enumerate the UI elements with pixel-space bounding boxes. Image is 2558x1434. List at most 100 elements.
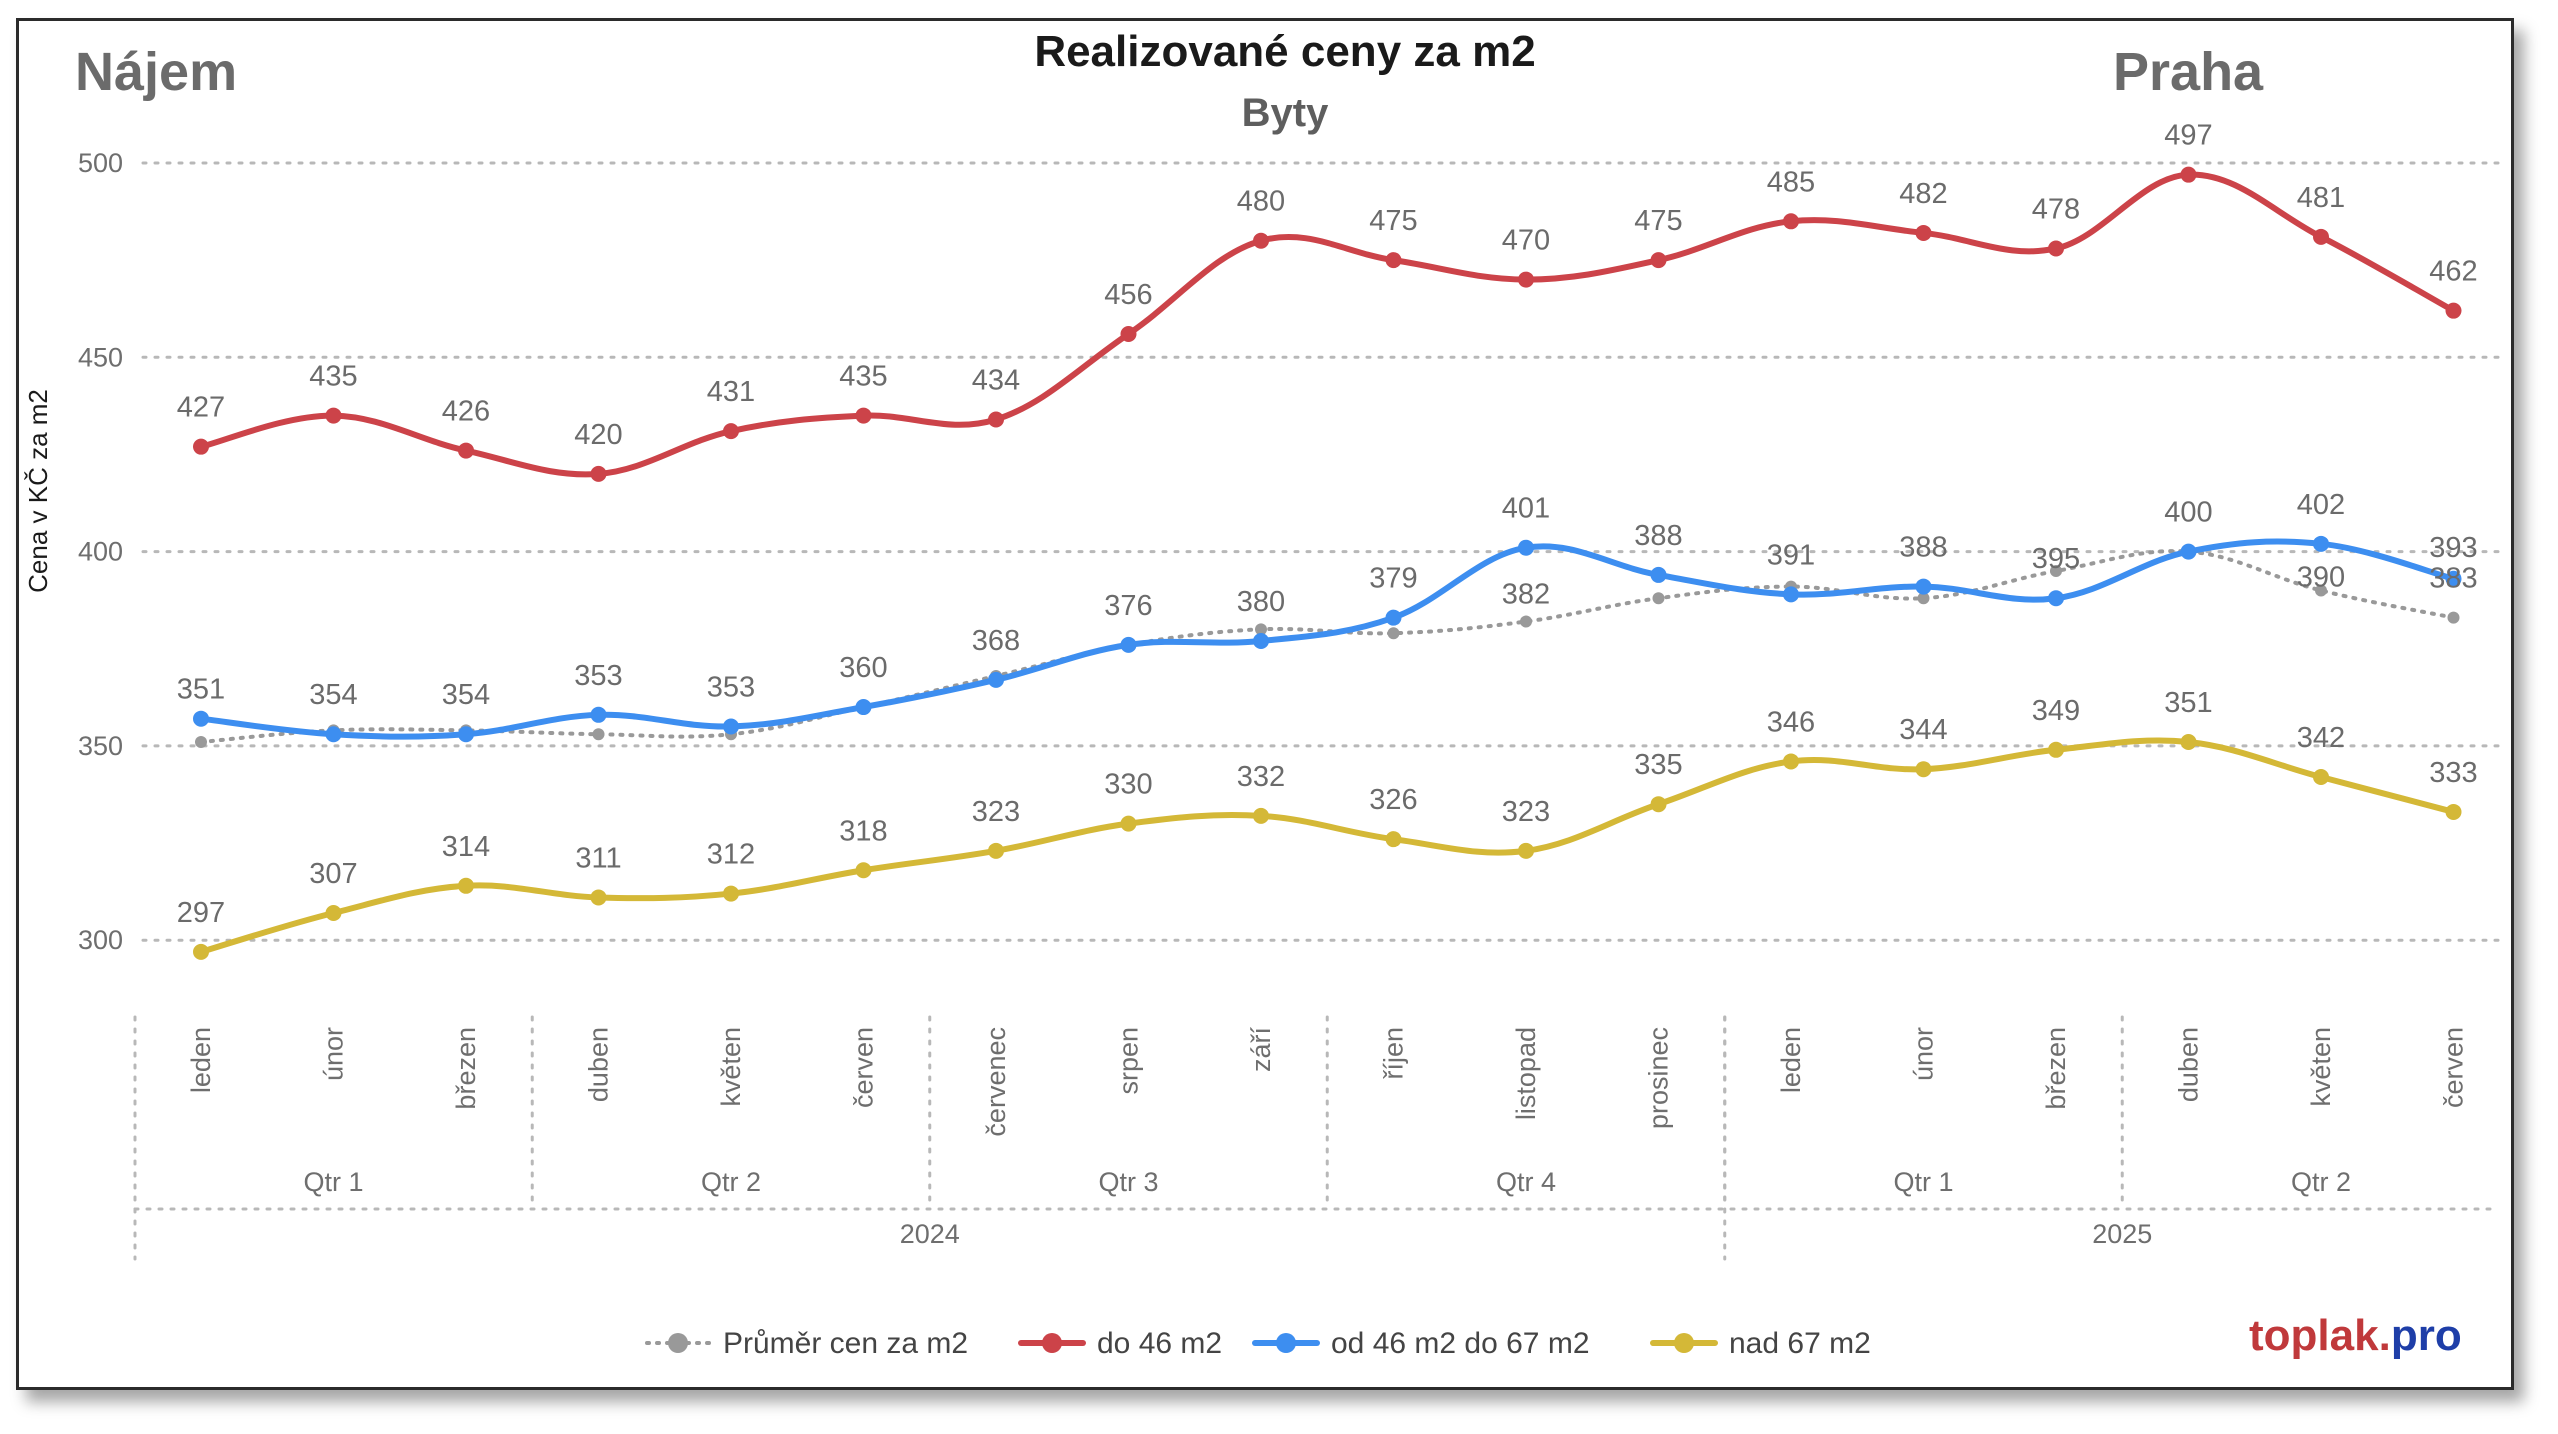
data-point[interactable] (1253, 232, 1269, 249)
data-point[interactable] (2445, 302, 2462, 319)
data-point[interactable] (2180, 734, 2197, 751)
data-point[interactable] (1650, 566, 1667, 583)
x-tick-label: leden (1776, 1027, 1806, 1093)
data-label: 456 (1104, 279, 1152, 311)
year-label: 2025 (2092, 1219, 2152, 1249)
data-point[interactable] (1120, 325, 1137, 342)
data-label: 351 (177, 674, 225, 706)
data-label: 297 (177, 897, 225, 929)
data-point[interactable] (458, 877, 474, 894)
data-point[interactable] (2180, 543, 2197, 560)
data-point[interactable] (193, 710, 209, 727)
grid-lines (141, 161, 2501, 942)
data-label: 388 (1899, 532, 1947, 564)
data-point[interactable] (1783, 753, 1799, 770)
y-tick-label: 400 (78, 537, 123, 567)
data-label: 380 (1237, 586, 1285, 618)
data-label: 353 (574, 660, 622, 692)
data-point[interactable] (592, 728, 605, 741)
brand-logo[interactable]: toplak.pro (2249, 1311, 2462, 1361)
data-label: 401 (1502, 493, 1550, 525)
data-point[interactable] (1783, 213, 1799, 230)
data-point[interactable] (1783, 586, 1799, 603)
data-point[interactable] (193, 943, 209, 960)
data-point[interactable] (325, 726, 342, 743)
data-point[interactable] (1915, 224, 1932, 241)
data-point[interactable] (458, 442, 474, 459)
data-label: 314 (442, 831, 490, 863)
data-point[interactable] (193, 438, 209, 455)
data-label: 312 (707, 839, 755, 871)
data-point[interactable] (1518, 539, 1534, 556)
data-label: 434 (972, 364, 1020, 396)
series-do-46-m2 (193, 166, 2462, 482)
legend-label: do 46 m2 (1097, 1327, 1222, 1360)
data-point[interactable] (1915, 578, 1932, 595)
data-point[interactable] (325, 407, 342, 424)
chart-title: Realizované ceny za m2 (1034, 27, 1536, 76)
data-point[interactable] (2315, 584, 2327, 597)
data-point[interactable] (2048, 741, 2064, 758)
data-point[interactable] (855, 407, 872, 424)
data-point[interactable] (195, 736, 207, 749)
data-point[interactable] (1120, 815, 1137, 832)
data-point[interactable] (1915, 761, 1932, 778)
quarter-label: Qtr 2 (701, 1167, 761, 1197)
data-label: 344 (1899, 714, 1947, 746)
data-point[interactable] (1387, 627, 1400, 640)
data-point[interactable] (1518, 842, 1534, 859)
legend-item-do-46-m2[interactable]: do 46 m2 (1018, 1327, 1222, 1360)
data-point[interactable] (325, 904, 342, 921)
data-label: 323 (972, 796, 1020, 828)
data-point[interactable] (1518, 271, 1534, 288)
brand-name: toplak (2249, 1311, 2379, 1360)
data-point[interactable] (1385, 252, 1402, 269)
data-point[interactable] (1253, 632, 1269, 649)
brand-tld: pro (2390, 1311, 2462, 1360)
data-point[interactable] (723, 718, 739, 735)
data-point[interactable] (988, 671, 1004, 688)
data-point[interactable] (590, 465, 607, 482)
data-point[interactable] (2447, 611, 2460, 624)
data-point[interactable] (1385, 831, 1402, 848)
data-point[interactable] (2180, 166, 2197, 183)
data-point[interactable] (723, 423, 739, 440)
data-label: 335 (1634, 749, 1682, 781)
data-point[interactable] (2050, 565, 2062, 578)
data-point[interactable] (1520, 615, 1532, 628)
data-point[interactable] (1253, 807, 1269, 824)
legend-item-nad-67-m2[interactable]: nad 67 m2 (1650, 1327, 1871, 1360)
data-point[interactable] (855, 862, 872, 879)
data-point[interactable] (2445, 570, 2462, 587)
x-tick-label: únor (1909, 1027, 1939, 1081)
data-point[interactable] (988, 411, 1004, 428)
data-point[interactable] (1650, 796, 1667, 813)
data-point[interactable] (1652, 592, 1665, 605)
data-point[interactable] (988, 842, 1004, 859)
data-label: 354 (442, 679, 490, 711)
data-point[interactable] (590, 889, 607, 906)
data-point[interactable] (2313, 535, 2329, 552)
data-point[interactable] (2313, 768, 2329, 785)
data-point[interactable] (2313, 228, 2329, 245)
data-point[interactable] (2048, 240, 2064, 257)
data-point[interactable] (1255, 623, 1267, 636)
data-label: 330 (1104, 769, 1152, 801)
data-point[interactable] (1385, 609, 1402, 626)
data-label: 395 (2032, 543, 2080, 575)
data-point[interactable] (723, 885, 739, 902)
data-point[interactable] (1120, 636, 1137, 653)
data-point[interactable] (855, 699, 872, 716)
legend-item-od-46-m2-do-67-m2[interactable]: od 46 m2 do 67 m2 (1252, 1327, 1590, 1360)
data-point[interactable] (1650, 252, 1667, 269)
y-tick-label: 500 (78, 148, 123, 178)
data-point[interactable] (458, 726, 474, 743)
data-point[interactable] (1917, 592, 1930, 605)
data-point[interactable] (590, 706, 607, 723)
data-label: 383 (2429, 563, 2477, 595)
data-point[interactable] (2048, 590, 2064, 607)
legend-item-pr-m-r-cen-za-m2[interactable]: Průměr cen za m2 (645, 1327, 968, 1360)
legend-label: Průměr cen za m2 (723, 1327, 968, 1360)
data-point[interactable] (2445, 803, 2462, 820)
